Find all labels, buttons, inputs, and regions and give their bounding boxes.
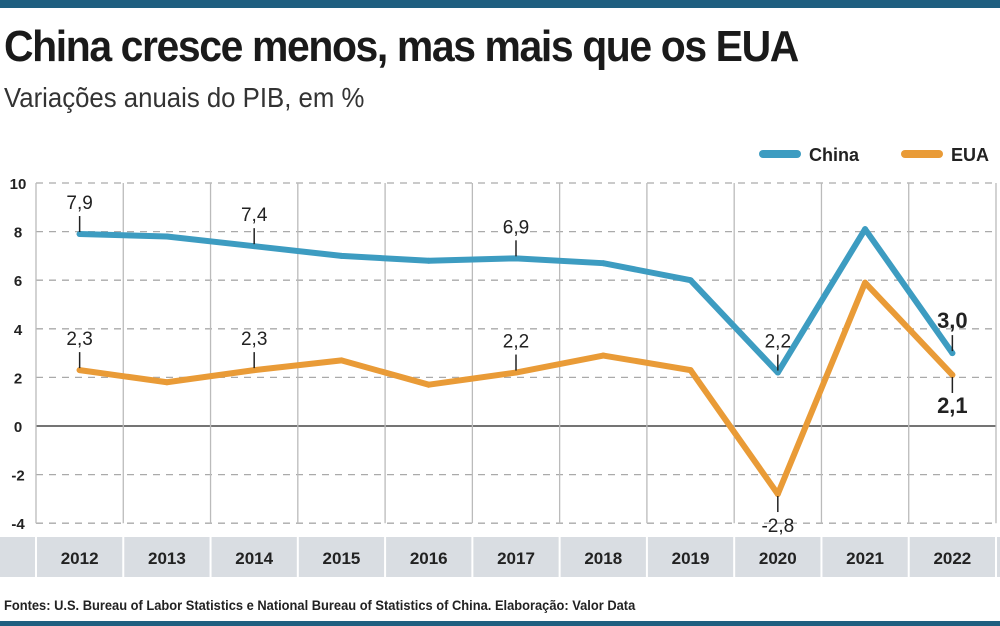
source-note: Fontes: U.S. Bureau of Labor Statistics … [4,597,636,613]
data-point [600,260,607,267]
data-point [774,369,781,376]
x-tick-label: 2018 [584,549,622,568]
x-tick-label: 2022 [933,549,971,568]
data-point [76,367,83,374]
data-point [687,277,694,284]
data-point [600,352,607,359]
top-bar [0,0,1000,8]
data-point [163,233,170,240]
data-point [513,369,519,376]
bottom-bar [0,621,1000,626]
data-point [862,226,869,233]
data-point [774,491,781,498]
y-tick-label: 8 [14,225,22,242]
data-point [251,367,258,374]
data-point [76,231,83,238]
y-tick-label: 10 [10,176,27,193]
legend-label-eua: EUA [951,145,989,165]
data-point [338,357,345,364]
data-point [862,279,869,286]
y-tick-label: -2 [11,468,24,485]
y-tick-label: 4 [14,322,23,339]
x-tick-label: 2016 [410,549,448,568]
x-tick-label: 2015 [323,549,361,568]
data-label: 2,1 [937,393,968,418]
y-tick-label: 0 [14,419,22,436]
x-tick-label: 2013 [148,549,186,568]
x-tick-label: 2020 [759,549,797,568]
data-label: 2,2 [765,332,791,353]
data-label: -2,8 [761,516,794,537]
y-tick-label: 6 [14,273,22,290]
data-point [425,381,432,388]
data-label: 2,2 [503,332,529,353]
data-point [513,255,519,262]
data-label: 2,3 [66,329,92,350]
data-point [949,371,956,378]
x-axis-band [0,537,1000,577]
data-label: 7,9 [66,193,92,214]
x-tick-label: 2017 [497,549,535,568]
data-point [687,367,694,374]
data-point [949,350,956,357]
x-tick-label: 2014 [235,549,273,568]
data-point [163,379,170,386]
y-tick-label: -4 [11,516,25,533]
data-label: 3,0 [937,308,968,333]
x-tick-label: 2012 [61,549,99,568]
data-label: 2,3 [241,329,267,350]
y-tick-label: 2 [14,370,22,387]
x-tick-label: 2021 [846,549,884,568]
data-point [251,243,258,250]
chart-subtitle: Variações anuais do PIB, em % [4,82,365,113]
data-point [338,252,345,259]
data-label: 7,4 [241,205,268,226]
x-tick-label: 2019 [672,549,710,568]
legend-label-china: China [809,145,860,165]
data-label: 6,9 [503,217,529,238]
data-point [425,257,432,264]
chart-title: China cresce menos, mas mais que os EUA [4,22,799,71]
